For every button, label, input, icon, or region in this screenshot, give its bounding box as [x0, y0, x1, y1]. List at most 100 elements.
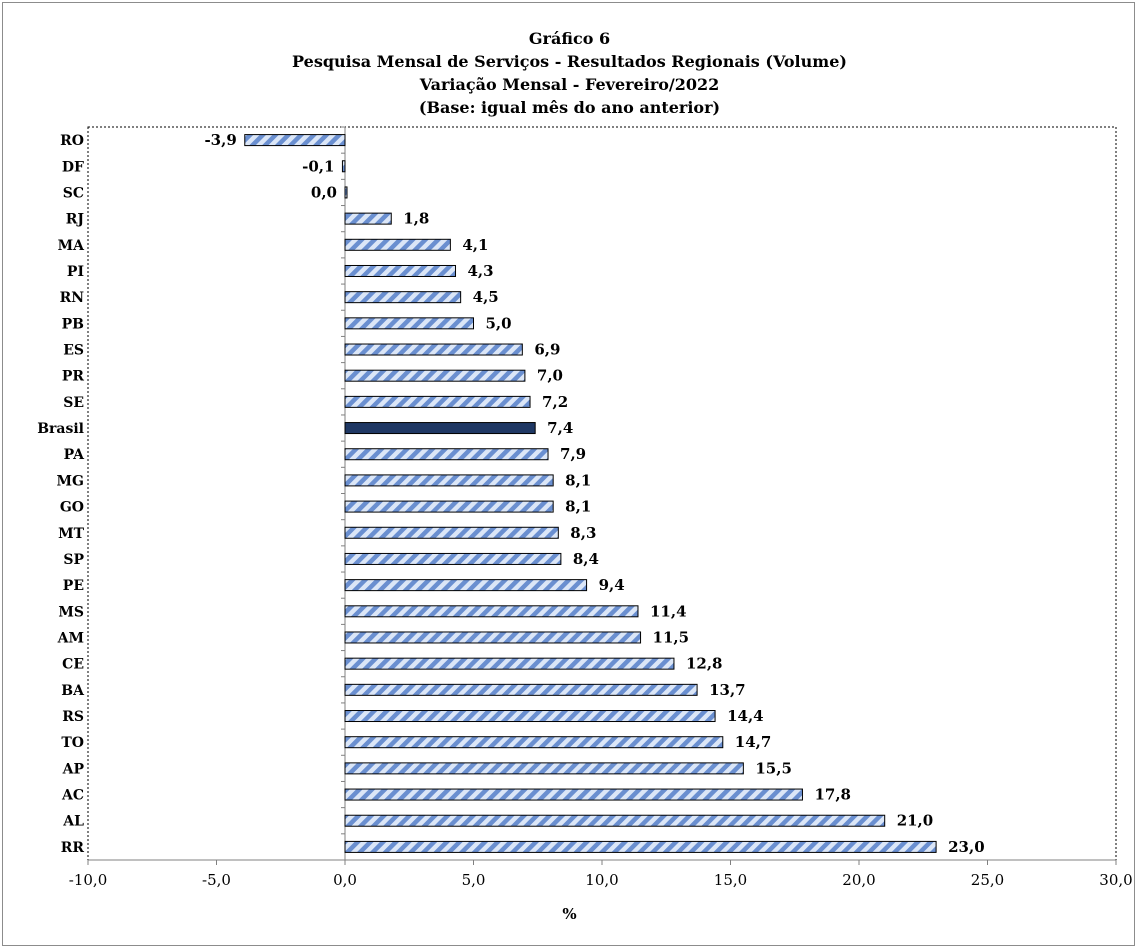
category-label: DF — [62, 159, 84, 175]
bar-mg — [344, 474, 554, 487]
category-label: TO — [61, 735, 84, 751]
x-tick-label: -5,0 — [202, 871, 231, 889]
bar-pr — [344, 369, 526, 382]
category-label: ES — [63, 343, 84, 359]
bar-ms — [344, 605, 639, 618]
category-label: PB — [62, 316, 85, 332]
bar-sp — [344, 552, 562, 565]
value-label: 7,0 — [537, 367, 563, 385]
category-label: AM — [57, 630, 84, 646]
value-label: 7,4 — [547, 419, 573, 437]
value-label: 8,1 — [565, 498, 591, 516]
bar-al — [344, 814, 886, 827]
value-label: 7,2 — [542, 393, 568, 411]
bar-ma — [344, 238, 451, 251]
category-label: PA — [64, 447, 86, 463]
category-label: AL — [62, 814, 84, 830]
chart-subtitle-1: Pesquisa Mensal de Serviços - Resultados… — [292, 52, 847, 71]
value-label: 11,5 — [653, 628, 690, 646]
category-label: RR — [61, 840, 85, 856]
value-label: 23,0 — [948, 838, 985, 856]
value-label: 15,5 — [755, 759, 792, 777]
bar-am — [344, 631, 642, 644]
category-label: AC — [61, 788, 84, 804]
bar-pa — [344, 448, 549, 461]
bar-brasil — [344, 422, 536, 435]
bar-ap — [344, 762, 744, 775]
chart-subtitle-2: Variação Mensal - Fevereiro/2022 — [419, 75, 720, 94]
x-tick-label: 30,0 — [1099, 871, 1132, 889]
x-axis-label: % — [562, 905, 577, 923]
bar-rj — [344, 212, 392, 225]
x-tick-label: 25,0 — [971, 871, 1004, 889]
category-label: RJ — [66, 212, 85, 228]
x-tick-label: 5,0 — [462, 871, 486, 889]
category-label: RN — [60, 290, 85, 306]
category-label: MA — [58, 238, 85, 254]
category-label: SE — [63, 395, 84, 411]
value-label: 8,3 — [570, 524, 596, 542]
category-label: RS — [62, 709, 84, 725]
bar-rs — [344, 710, 716, 723]
value-label: 7,9 — [560, 445, 586, 463]
category-label: MS — [58, 604, 84, 620]
value-label: 8,4 — [573, 550, 599, 568]
x-tick-label: 20,0 — [842, 871, 875, 889]
bar-pi — [344, 264, 457, 277]
value-label: 4,1 — [462, 236, 488, 254]
bar-ce — [344, 657, 675, 670]
value-label: 21,0 — [897, 812, 934, 830]
category-label: PI — [67, 264, 84, 280]
plot-area — [87, 126, 1117, 861]
bar-df — [341, 160, 346, 173]
chart-subtitle-3: (Base: igual mês do ano anterior) — [418, 98, 721, 117]
bar-ba — [344, 683, 698, 696]
value-label: 13,7 — [709, 681, 746, 699]
bar-mt — [344, 526, 559, 539]
value-label: 17,8 — [814, 786, 851, 804]
value-label: 11,4 — [650, 602, 687, 620]
value-label: 1,8 — [403, 210, 429, 228]
bar-ac — [344, 788, 803, 801]
x-tick-label: 15,0 — [714, 871, 747, 889]
bar-go — [344, 500, 554, 513]
x-tick-label: 0,0 — [333, 871, 357, 889]
category-label: PR — [62, 369, 85, 385]
value-label: 4,3 — [468, 262, 494, 280]
chart-title: Gráfico 6 — [528, 29, 611, 48]
value-label: -0,1 — [302, 157, 334, 175]
value-label: 9,4 — [599, 576, 625, 594]
x-tick-label: 10,0 — [585, 871, 618, 889]
category-label: SC — [63, 185, 84, 201]
category-label: MG — [57, 473, 84, 489]
category-label: SP — [63, 552, 84, 568]
value-label: 14,7 — [735, 733, 772, 751]
category-label: MT — [58, 526, 84, 542]
bar-rn — [344, 291, 462, 304]
value-label: -3,9 — [204, 131, 236, 149]
bar-ro — [244, 134, 346, 147]
bar-to — [344, 736, 724, 749]
value-label: 6,9 — [534, 341, 560, 359]
value-label: 12,8 — [686, 655, 723, 673]
category-label: GO — [60, 500, 84, 516]
category-label: BA — [61, 683, 85, 699]
bar-rr — [344, 840, 937, 853]
category-label: RO — [60, 133, 84, 149]
x-tick-label: -10,0 — [69, 871, 107, 889]
value-label: 5,0 — [486, 314, 512, 332]
value-label: 4,5 — [473, 288, 499, 306]
bar-pb — [344, 317, 474, 330]
category-label: AP — [62, 761, 85, 777]
value-label: 0,0 — [311, 183, 337, 201]
category-label: PE — [63, 578, 84, 594]
value-label: 14,4 — [727, 707, 764, 725]
bar-pe — [344, 579, 588, 592]
bar-sc — [344, 186, 348, 199]
category-label: Brasil — [37, 421, 84, 437]
value-label: 8,1 — [565, 471, 591, 489]
bar-es — [344, 343, 523, 356]
bar-se — [344, 395, 531, 408]
category-label: CE — [62, 657, 84, 673]
